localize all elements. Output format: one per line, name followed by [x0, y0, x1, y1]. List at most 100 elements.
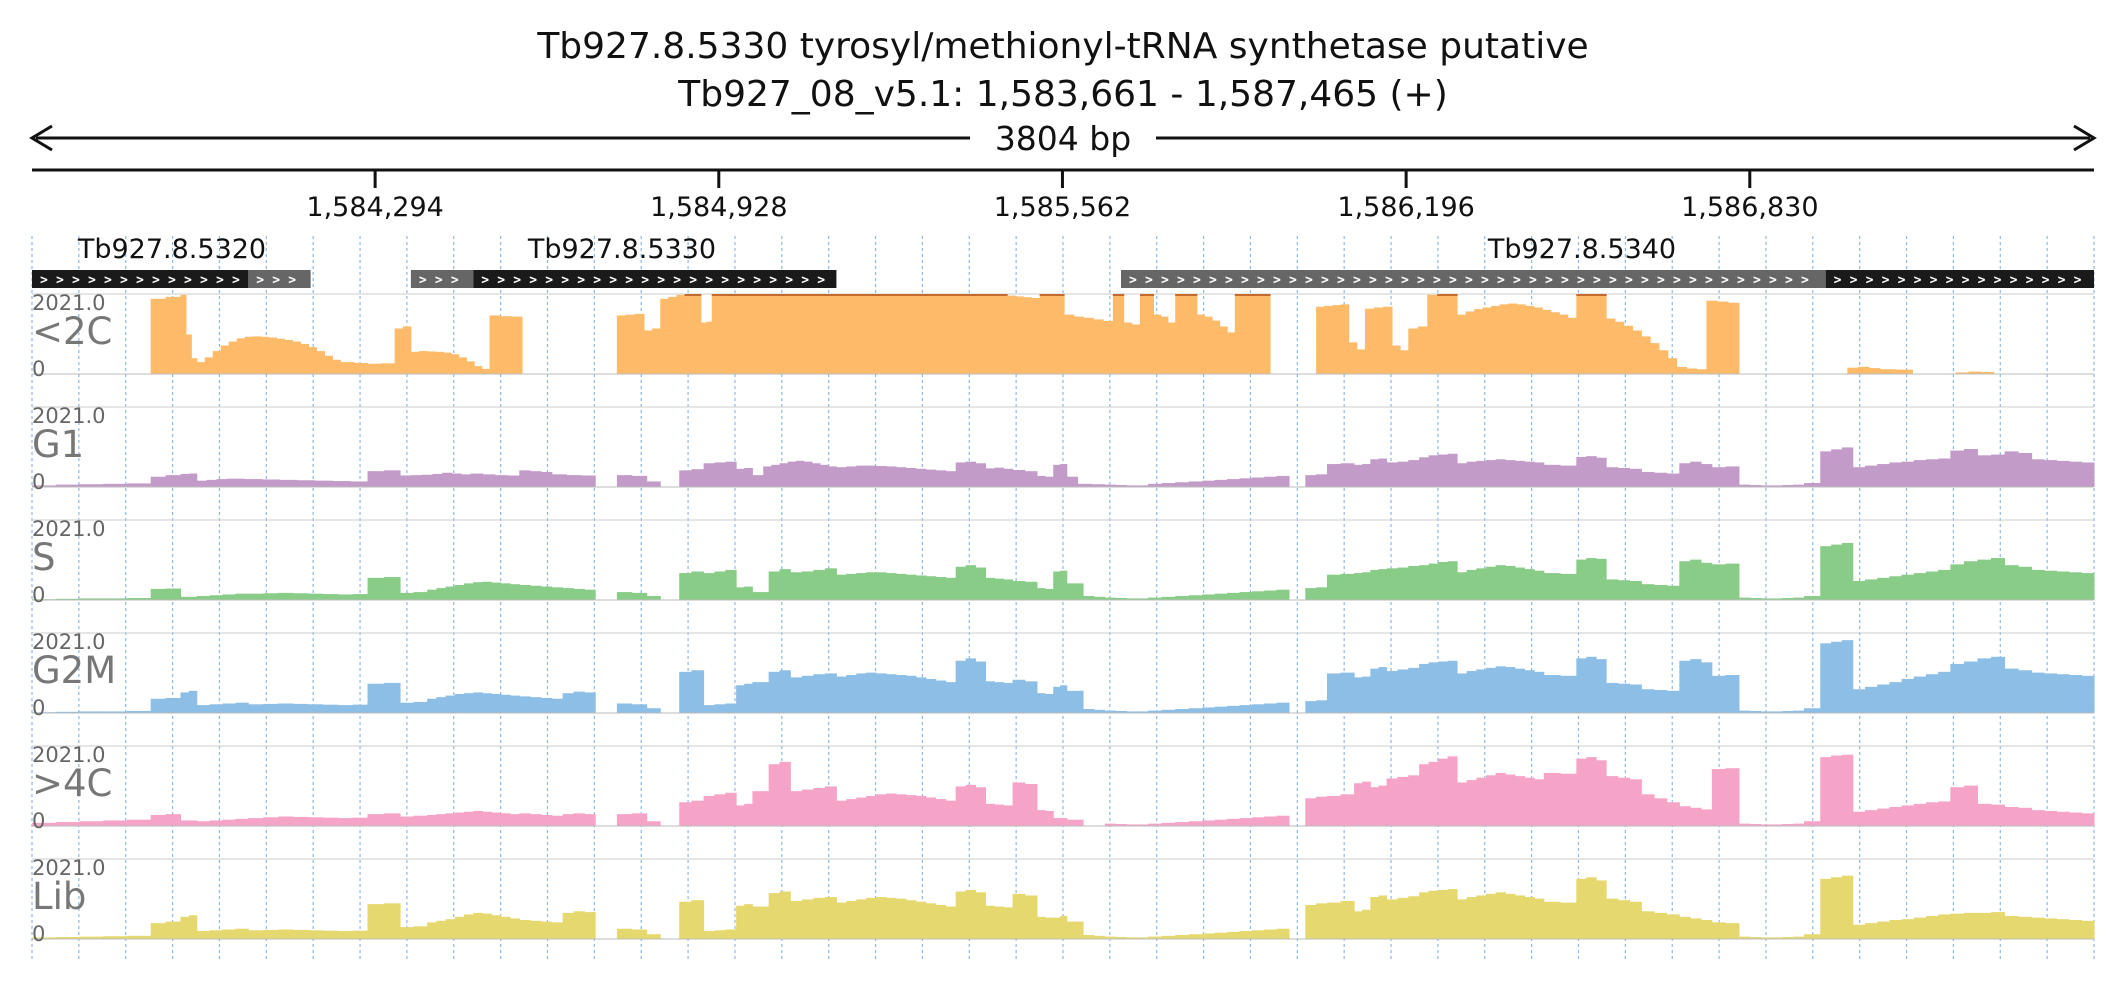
track-1-bar	[1354, 464, 1363, 487]
track-0-bar	[1559, 314, 1569, 374]
track-2-bar	[1370, 569, 1379, 600]
track-0-clip-marker	[1576, 294, 1587, 296]
track-4-bar	[473, 810, 483, 826]
track-4-bar	[464, 811, 474, 826]
track-1-bar	[519, 470, 531, 487]
track-0-bar	[979, 294, 994, 374]
track-1-bar	[744, 467, 753, 487]
track-4-bar	[1711, 768, 1726, 826]
track-0-bar	[276, 338, 286, 374]
track-3-bar	[491, 693, 502, 713]
track-0-bar	[1858, 366, 1870, 374]
track-5-bar	[1093, 935, 1106, 939]
track-5-bar	[1749, 937, 1762, 939]
track-2-bar	[235, 593, 249, 600]
track-5-bar	[400, 927, 415, 939]
track-5-bar	[1771, 937, 1783, 939]
track-5-bar	[925, 903, 937, 939]
track-0-bar	[739, 294, 755, 374]
track-1-bar	[540, 471, 553, 487]
track-0-clip-marker	[936, 294, 952, 296]
track-2-bar	[562, 588, 575, 600]
track-3-bar	[180, 692, 190, 713]
track-0-bar	[725, 294, 741, 374]
track-2-bar	[1326, 574, 1342, 600]
track-4-bar	[1793, 823, 1805, 826]
track-2-bar	[1738, 597, 1751, 600]
track-4-bar	[779, 761, 791, 826]
track-5-bar	[1457, 899, 1468, 939]
track-0-bar	[950, 294, 966, 374]
track-4-bar	[263, 817, 279, 826]
track-2-bar	[1239, 592, 1253, 600]
track-4-bar	[1641, 794, 1655, 826]
track-2-bar	[975, 567, 986, 600]
track-3-bar	[427, 698, 437, 713]
track-2: 2021.0S 0	[32, 517, 2095, 607]
track-3-bar	[1617, 683, 1631, 713]
track-5-bar	[540, 921, 553, 939]
track-1-bar	[725, 461, 737, 487]
track-0-bar	[922, 294, 938, 374]
track-1-bar	[1524, 461, 1535, 487]
track-2-bar	[551, 587, 564, 600]
track-3-bar	[1397, 669, 1409, 713]
track-1-bar	[367, 471, 385, 487]
track-5-bar	[856, 899, 867, 939]
track-3-bar	[1476, 669, 1487, 713]
track-1-bar	[2018, 452, 2033, 487]
track-name-4: >4C	[32, 762, 112, 805]
track-1-bar	[383, 470, 401, 487]
track-2-bar	[1093, 596, 1106, 600]
track-2-bar	[1362, 572, 1371, 600]
track-4-bar	[454, 812, 465, 826]
track-3-bar	[1148, 710, 1163, 713]
browser-header: Tb927.8.5330 tyrosyl/methionyl-tRNA synt…	[536, 26, 1588, 115]
track-2-bar	[1175, 596, 1190, 600]
track-4-bar	[196, 821, 211, 826]
track-2-bar	[1913, 573, 1927, 600]
track-4-bar	[491, 812, 502, 826]
gene-cds-0-strand-chevron: >	[168, 273, 176, 288]
track-1-bar	[1045, 476, 1054, 487]
gene-utr-2-strand-chevron: >	[1753, 273, 1761, 288]
track-4-bar	[1214, 819, 1228, 826]
track-2-bar	[1340, 573, 1355, 600]
gene-cds-2-strand-chevron: >	[1850, 273, 1858, 288]
gene-cds-1-strand-chevron: >	[529, 273, 537, 288]
track-4-bar	[1771, 824, 1783, 826]
track-0-bar	[1083, 317, 1094, 374]
track-3-bar	[2069, 674, 2083, 713]
chart-title: Tb927.8.5330 tyrosyl/methionyl-tRNA synt…	[536, 26, 1588, 67]
gene-cds-0-strand-chevron: >	[120, 273, 128, 288]
track-5-bar	[1466, 897, 1477, 939]
track-3-bar	[1340, 672, 1355, 713]
track-0-bar	[212, 351, 222, 374]
gene-utr-2-strand-chevron: >	[1433, 273, 1441, 288]
gene-cds-1-strand-chevron: >	[785, 273, 793, 288]
gene-cds-1-strand-chevron: >	[673, 273, 681, 288]
track-4-bar	[573, 813, 585, 826]
track-0-bar	[1196, 314, 1205, 374]
track-5-bar	[307, 930, 324, 939]
gene-utr-2-strand-chevron: >	[1609, 273, 1617, 288]
track-0-bar	[1606, 318, 1616, 374]
track-4-bar	[1378, 785, 1388, 826]
track-2-bar	[1066, 583, 1084, 600]
track-1-bar	[1476, 460, 1487, 487]
track-0-bar	[880, 294, 896, 374]
track-2-bar	[691, 571, 705, 600]
gene-cds-0-strand-chevron: >	[88, 273, 96, 288]
track-0-bar	[1332, 305, 1342, 374]
track-1-bar	[507, 475, 520, 487]
track-4-bar	[1239, 818, 1253, 826]
track-5-bar	[1428, 890, 1439, 939]
track-1-bar	[896, 467, 907, 487]
track-0-clip-marker	[1039, 294, 1049, 296]
track-2-bar	[1036, 588, 1046, 600]
track-5-bar	[1725, 923, 1740, 939]
track-5-bar	[1408, 896, 1420, 939]
track-1-bar	[1782, 485, 1794, 487]
track-1-bar	[1362, 464, 1371, 487]
track-3-bar	[103, 711, 128, 713]
